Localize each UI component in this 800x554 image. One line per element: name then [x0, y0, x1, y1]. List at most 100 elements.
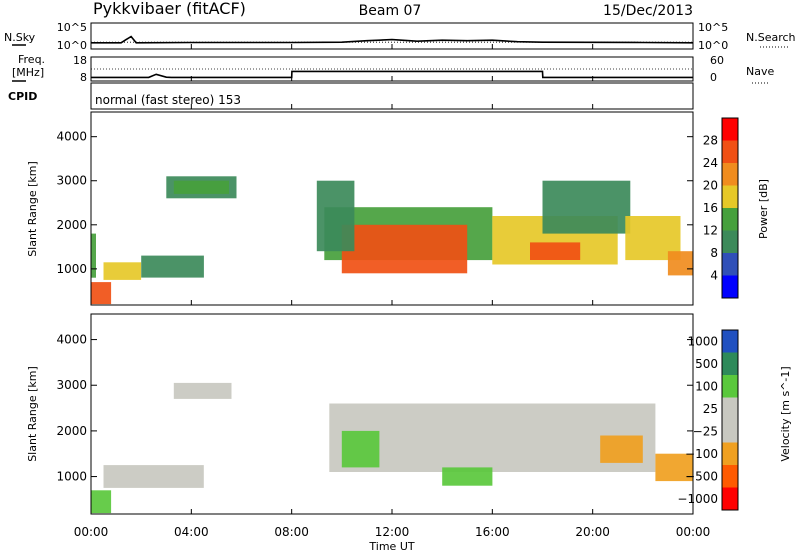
power-region-2 — [103, 262, 142, 280]
velocity-region-0 — [91, 490, 112, 514]
velocity-colorbar-tick-5: −100 — [685, 447, 718, 461]
power-ytick-label-3: 4000 — [56, 130, 87, 144]
power-colorbar-tick-1: 8 — [710, 246, 718, 260]
velocity-colorbar-swatch-4 — [722, 397, 738, 420]
power-region-8 — [316, 180, 355, 252]
beam-title: Beam 07 — [359, 3, 422, 19]
power-colorbar-tick-2: 12 — [703, 224, 718, 238]
power-region-10 — [530, 242, 581, 260]
power-colorbar-tick-6: 28 — [703, 134, 718, 148]
velocity-ylabel: Slant Range [km] — [26, 366, 39, 462]
time-axis-label: Time UT — [368, 540, 414, 553]
power-colorbar-swatch-5 — [722, 163, 738, 186]
velocity-colorbar-tick-6: −500 — [685, 469, 718, 483]
velocity-region-5 — [442, 467, 493, 486]
power-colorbar-tick-3: 16 — [703, 201, 718, 215]
power-colorbar-swatch-2 — [722, 230, 738, 253]
power-colorbar-swatch-6 — [722, 140, 738, 163]
velocity-region-1 — [103, 465, 204, 488]
power-colorbar-label: Power [dB] — [757, 179, 770, 239]
power-colorbar-swatch-0 — [722, 275, 738, 298]
xtick-label-6: 00:00 — [676, 525, 711, 539]
noise-tick-top-left: 10^5 — [57, 21, 87, 34]
velocity-colorbar-swatch-0 — [722, 487, 738, 510]
power-region-7 — [341, 224, 468, 274]
xtick-label-4: 16:00 — [475, 525, 510, 539]
xtick-label-5: 20:00 — [575, 525, 610, 539]
power-heatmap — [91, 176, 693, 305]
velocity-colorbar-tick-1: 500 — [695, 357, 718, 371]
power-colorbar-swatch-4 — [722, 185, 738, 208]
xtick-label-2: 08:00 — [274, 525, 309, 539]
noise-tick-bottom-left: 10^0 — [57, 39, 87, 52]
velocity-ytick-label-3: 4000 — [56, 333, 87, 347]
power-colorbar-swatch-3 — [722, 208, 738, 231]
nsearch-label: N.Search — [746, 31, 796, 44]
velocity-region-4 — [341, 430, 380, 468]
velocity-colorbar-swatch-1 — [722, 465, 738, 488]
nave-tick-top: 60 — [710, 54, 724, 67]
velocity-heatmap — [91, 382, 693, 514]
velocity-colorbar: 1000 500 100 25 −25 −100 −500 −1000 — [677, 329, 739, 511]
power-ytick-label-1: 2000 — [56, 218, 87, 232]
velocity-colorbar-swatch-7 — [722, 330, 738, 353]
velocity-colorbar-frame — [721, 329, 739, 511]
velocity-ytick-label-0: 1000 — [56, 470, 87, 484]
noise-tick-bottom-right: 10^0 — [698, 39, 728, 52]
noise-series-0 — [91, 35, 694, 44]
noise-lines — [91, 35, 694, 44]
nave-tick-bottom: 0 — [710, 71, 717, 84]
freq-tick-bottom: 8 — [80, 71, 87, 84]
velocity-region-7 — [655, 453, 693, 482]
power-region-11 — [542, 180, 631, 234]
velocity-colorbar-tick-2: 100 — [695, 379, 718, 393]
noise-tick-top-right: 10^5 — [698, 21, 728, 34]
cpid-value: normal (fast stereo) 153 — [95, 93, 241, 107]
velocity-colorbar-swatch-3 — [722, 420, 738, 443]
velocity-yticks: 1000 2000 3000 4000 — [56, 333, 693, 484]
power-colorbar-swatch-7 — [722, 118, 738, 141]
velocity-colorbar-swatch-2 — [722, 442, 738, 465]
cpid-label: CPID — [8, 90, 37, 103]
nsky-label: N.Sky — [4, 31, 36, 44]
power-region-13 — [667, 251, 693, 276]
xtick-label-3: 12:00 — [375, 525, 410, 539]
power-region-1 — [91, 233, 96, 278]
power-colorbar-tick-4: 20 — [703, 179, 718, 193]
power-colorbar-tick-0: 4 — [710, 269, 718, 283]
power-region-3 — [141, 255, 204, 278]
velocity-colorbar-label: Velocity [m s^-1] — [779, 366, 792, 461]
date-title: 15/Dec/2013 — [603, 3, 693, 19]
velocity-colorbar-tick-4: −25 — [693, 424, 718, 438]
velocity-colorbar-tick-3: 25 — [703, 402, 718, 416]
velocity-colorbar-swatch-6 — [722, 352, 738, 375]
velocity-colorbar-swatch-5 — [722, 375, 738, 398]
freq-label: Freq. — [18, 53, 45, 66]
frequency-lines — [91, 68, 693, 79]
xtick-label-0: 00:00 — [74, 525, 109, 539]
time-axis-ticks: 00:00 04:00 08:00 12:00 16:00 20:00 00:00 — [74, 44, 711, 539]
velocity-colorbar-tick-7: −1000 — [677, 492, 718, 506]
velocity-region-2 — [173, 382, 232, 399]
power-ylabel: Slant Range [km] — [26, 161, 39, 257]
xtick-label-1: 04:00 — [174, 525, 209, 539]
power-region-5 — [173, 180, 229, 194]
freq-unit-label: [MHz] — [12, 66, 44, 79]
velocity-region-6 — [600, 435, 643, 463]
velocity-colorbar-tick-0: 1000 — [687, 334, 718, 348]
power-colorbar-frame — [721, 117, 739, 299]
velocity-colorbar-label-text: Velocity [m s^-1] — [779, 366, 792, 461]
velocity-ytick-label-1: 2000 — [56, 424, 87, 438]
station-title: Pykkvibaer (fitACF) — [93, 0, 246, 18]
power-yticks: 1000 2000 3000 4000 — [56, 130, 693, 276]
nave-label: Nave — [746, 65, 774, 78]
power-colorbar-swatch-1 — [722, 253, 738, 276]
velocity-ytick-label-2: 3000 — [56, 378, 87, 392]
frequency-series — [91, 70, 693, 79]
freq-tick-top: 18 — [73, 54, 87, 67]
power-colorbar-tick-5: 24 — [703, 156, 718, 170]
power-ytick-label-0: 1000 — [56, 262, 87, 276]
power-ytick-label-2: 3000 — [56, 174, 87, 188]
power-region-0 — [91, 282, 112, 305]
